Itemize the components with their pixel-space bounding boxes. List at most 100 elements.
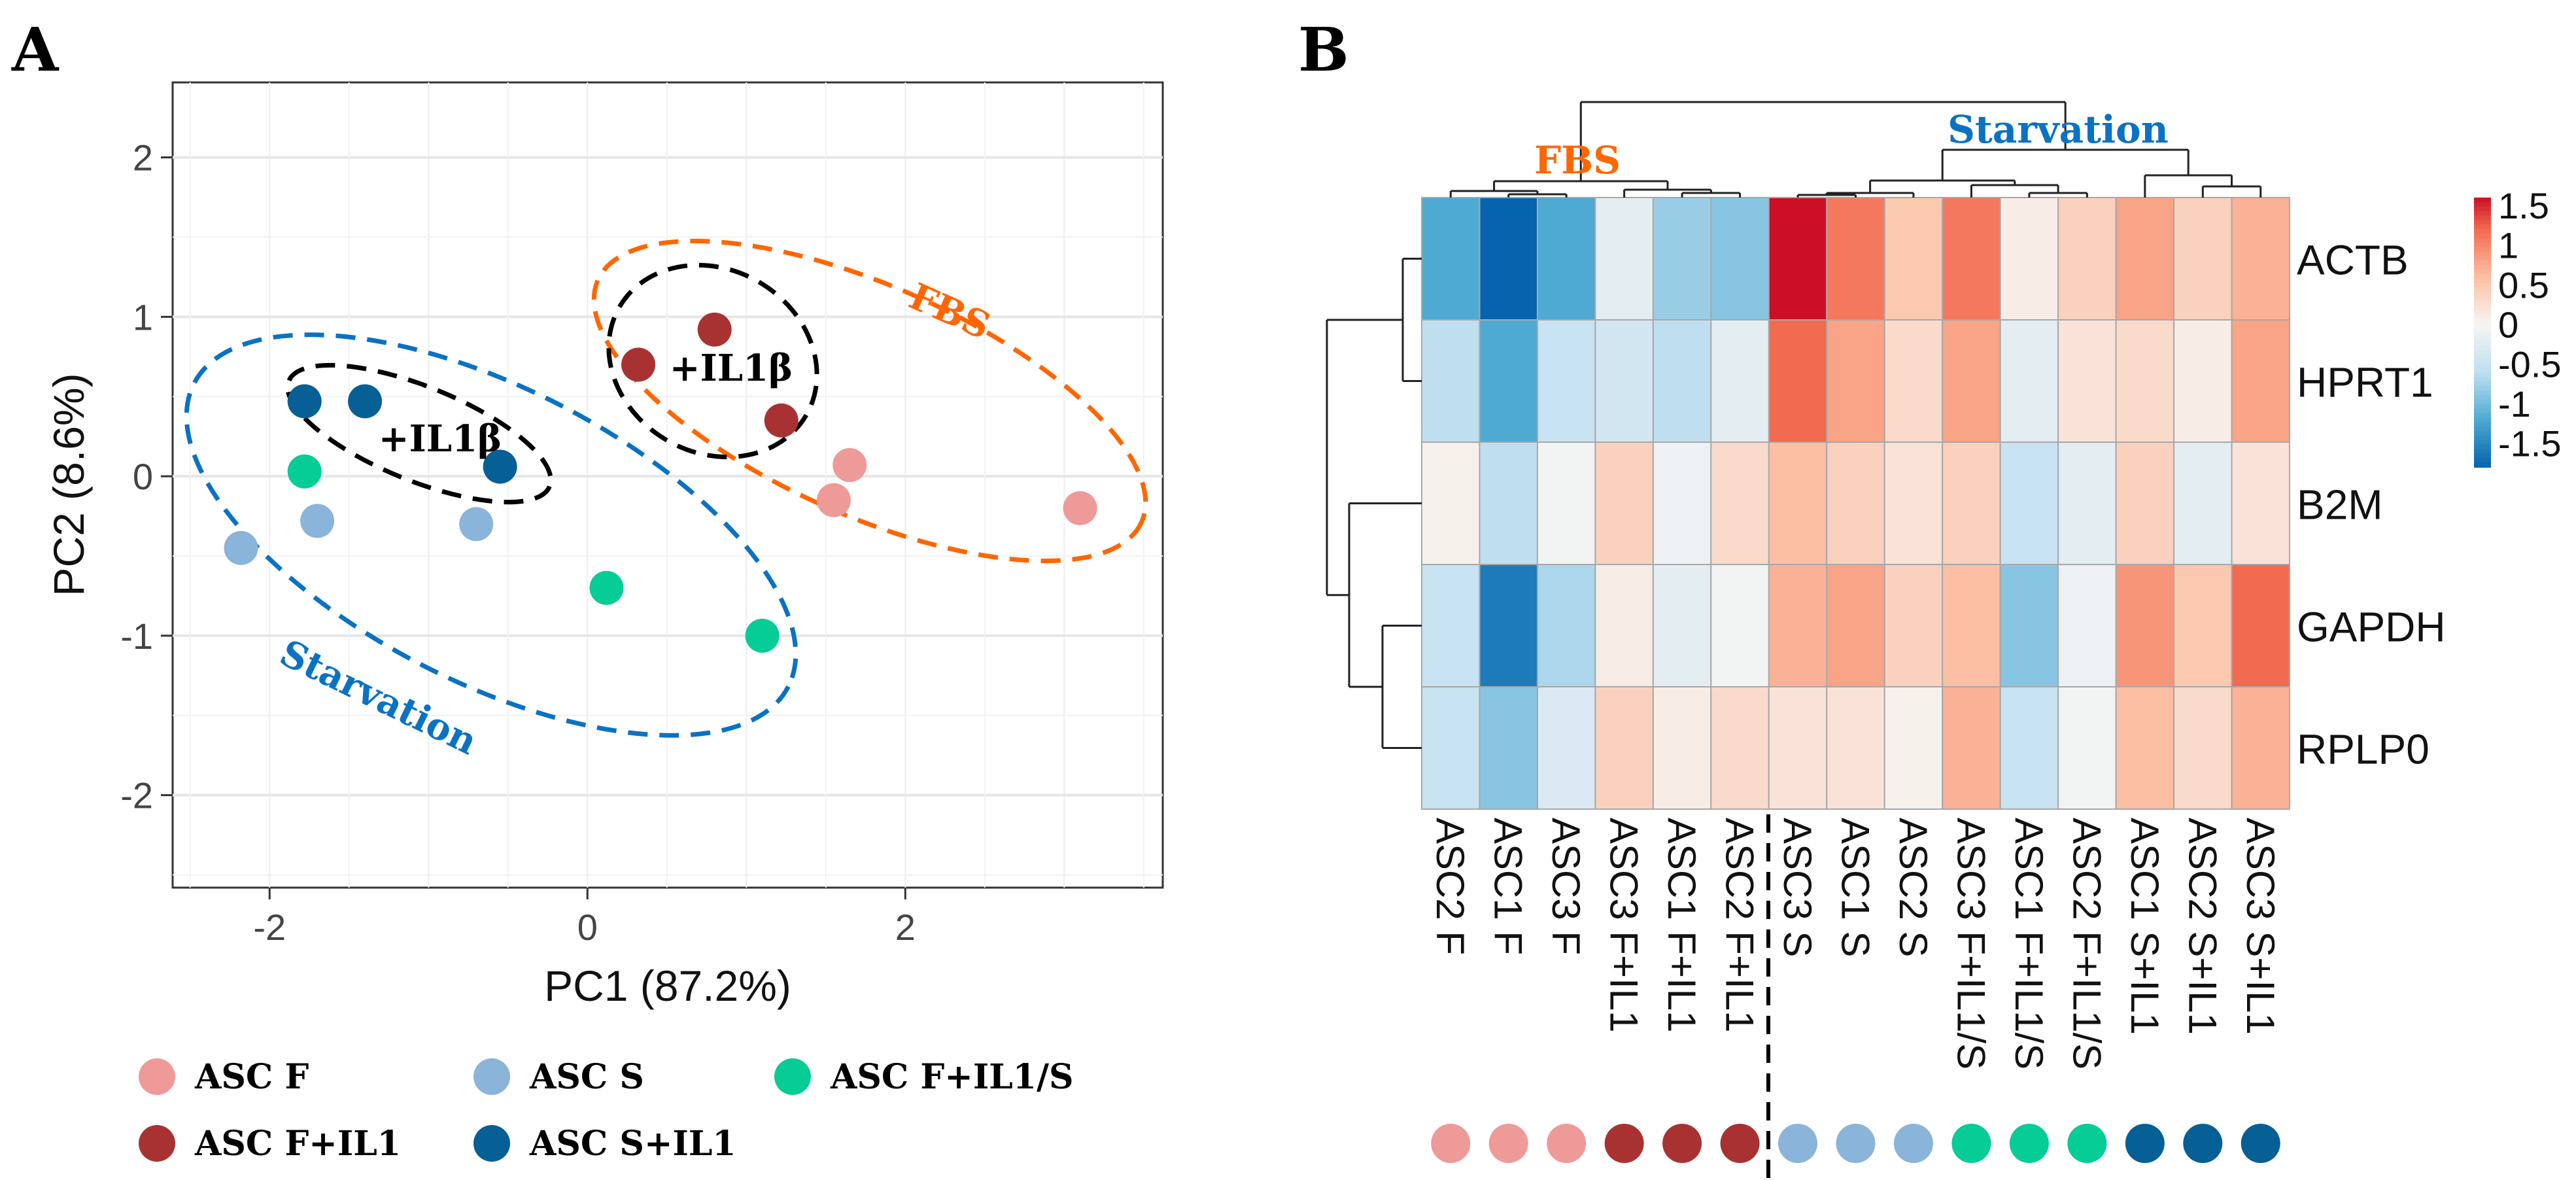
data-point bbox=[287, 454, 322, 489]
colorbar-segment bbox=[2474, 328, 2491, 333]
heatmap-cell bbox=[1768, 197, 1828, 321]
colorbar-segment bbox=[2474, 300, 2491, 306]
heatmap-cell bbox=[2173, 319, 2233, 443]
colorbar-segment bbox=[2474, 323, 2491, 329]
heatmap-cell bbox=[1999, 686, 2059, 810]
grid-lines bbox=[173, 82, 1163, 888]
heatmap-cell bbox=[1883, 319, 1944, 443]
colorbar-segment bbox=[2474, 314, 2491, 320]
heatmap-cell bbox=[1883, 564, 1944, 687]
heatmap-cell bbox=[1536, 197, 1596, 321]
heatmap-cell bbox=[1479, 564, 1538, 687]
heatmap-cell bbox=[1942, 319, 2001, 443]
starvation-ellipse bbox=[184, 332, 799, 738]
column-label: ASC1 S bbox=[1834, 818, 1878, 957]
colorbar-segment bbox=[2474, 201, 2491, 207]
colorbar-tick-label: 1.5 bbox=[2498, 185, 2549, 226]
legend-label: ASC F+IL1/S bbox=[830, 1057, 1074, 1097]
heatmap-cell bbox=[2057, 686, 2117, 810]
colorbar-segment bbox=[2474, 336, 2491, 342]
colorbar-segment bbox=[2474, 296, 2491, 302]
heatmap-cell bbox=[1826, 319, 1885, 443]
column-label: ASC1 S+IL1 bbox=[2123, 818, 2167, 1035]
colorbar: 1.510.50-0.5-1-1.5 bbox=[2474, 185, 2562, 468]
column-group-dot bbox=[1604, 1124, 1644, 1163]
heatmap-cell bbox=[1536, 686, 1596, 810]
panel-label-b: B bbox=[1298, 14, 1349, 85]
colorbar-segment bbox=[2474, 256, 2491, 262]
heatmap-cell bbox=[2115, 442, 2175, 565]
heatmap-cell bbox=[1421, 197, 1481, 321]
heatmap-cell bbox=[1768, 564, 1828, 687]
heatmap-cell bbox=[2231, 197, 2291, 321]
data-point bbox=[224, 530, 258, 565]
il1b-ellipse-right bbox=[606, 262, 819, 460]
colorbar-segment bbox=[2474, 395, 2491, 400]
colorbar-segment bbox=[2474, 372, 2491, 378]
heatmap-cell bbox=[1883, 442, 1944, 565]
colorbar-segment bbox=[2474, 440, 2491, 445]
heatmap-cell bbox=[2173, 442, 2233, 565]
heatmap-cell bbox=[1421, 319, 1481, 443]
legend-label: ASC F bbox=[194, 1057, 309, 1097]
heatmap-cell bbox=[1768, 319, 1828, 443]
colorbar-segment bbox=[2474, 220, 2491, 226]
colorbar-segment bbox=[2474, 273, 2491, 279]
heatmap-cell bbox=[1652, 564, 1712, 687]
colorbar-tick-label: -1.5 bbox=[2498, 423, 2562, 464]
colorbar-segment bbox=[2474, 247, 2491, 252]
colorbar-segment bbox=[2474, 229, 2491, 234]
column-group-dot bbox=[2125, 1124, 2165, 1163]
colorbar-segment bbox=[2474, 449, 2491, 455]
column-group-dot bbox=[1836, 1124, 1876, 1163]
colorbar-segment bbox=[2474, 462, 2491, 468]
column-label: ASC1 F+IL1/S bbox=[2007, 818, 2051, 1069]
data-point bbox=[483, 449, 517, 484]
colorbar-segment bbox=[2474, 408, 2491, 414]
heatmap-cell bbox=[2173, 197, 2233, 321]
heatmap-cell bbox=[1594, 686, 1654, 810]
row-dendrogram bbox=[1326, 258, 1422, 749]
column-label: ASC3 F+IL1 bbox=[1602, 818, 1646, 1033]
column-dendrogram bbox=[1449, 101, 2262, 198]
colorbar-segment bbox=[2474, 355, 2491, 360]
colorbar-segment bbox=[2474, 283, 2491, 288]
colorbar-tick-label: 0 bbox=[2498, 304, 2518, 345]
heatmap-cell bbox=[1652, 686, 1712, 810]
colorbar-segment bbox=[2474, 377, 2491, 383]
column-group-dot bbox=[1488, 1124, 1528, 1163]
column-label: ASC2 S+IL1 bbox=[2180, 818, 2224, 1035]
colorbar-segment bbox=[2474, 431, 2491, 436]
legend-marker bbox=[473, 1125, 510, 1162]
colorbar-segment bbox=[2474, 386, 2491, 392]
column-label: ASC3 F bbox=[1544, 818, 1588, 955]
colorbar-segment bbox=[2474, 400, 2491, 405]
heatmap-cell bbox=[2231, 564, 2291, 687]
colorbar-segment bbox=[2474, 359, 2491, 365]
data-point bbox=[697, 312, 732, 347]
legend: ASC F ASC S ASC F+IL1/S ASC F+IL1 ASC S+IL1 bbox=[139, 1057, 1074, 1164]
heatmap-cell bbox=[1536, 319, 1596, 443]
colorbar-segment bbox=[2474, 278, 2491, 284]
starvation-cluster-label: Starvation bbox=[1948, 107, 2169, 152]
column-group-dot bbox=[1431, 1124, 1471, 1163]
heatmap-cell bbox=[1594, 442, 1654, 565]
heatmap-cell bbox=[2057, 319, 2117, 443]
colorbar-segment bbox=[2474, 404, 2491, 409]
colorbar-segment bbox=[2474, 211, 2491, 217]
heatmap-cell bbox=[1999, 442, 2059, 565]
column-group-dots bbox=[1431, 1124, 2280, 1163]
heatmap-cell bbox=[2057, 564, 2117, 687]
heatmap-cell bbox=[1710, 319, 1770, 443]
heatmap-cell bbox=[1768, 442, 1828, 565]
colorbar-segment bbox=[2474, 292, 2491, 298]
heatmap-cell bbox=[1826, 564, 1885, 687]
colorbar-tick-label: -1 bbox=[2498, 383, 2531, 425]
heatmap-cell bbox=[1536, 564, 1596, 687]
colorbar-segment bbox=[2474, 345, 2491, 351]
data-point bbox=[816, 483, 851, 517]
heatmap-cell bbox=[1594, 564, 1654, 687]
row-labels: ACTB HPRT1 B2M GAPDH RPLP0 bbox=[2297, 237, 2446, 773]
colorbar-segment bbox=[2474, 390, 2491, 396]
heatmap: ACTB HPRT1 B2M GAPDH RPLP0 ASC2 F ASC1 F ASC3 … bbox=[1326, 101, 2562, 1180]
